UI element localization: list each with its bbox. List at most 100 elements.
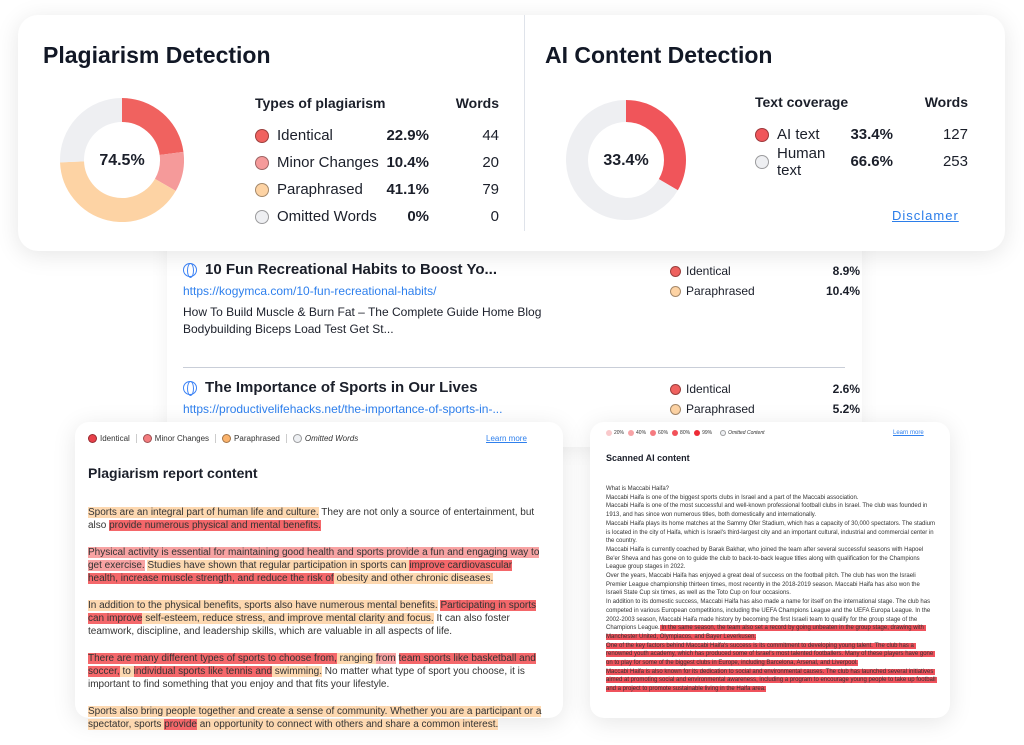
- row-words: 20: [482, 154, 499, 171]
- legend-label: 99%: [702, 430, 713, 436]
- source-title[interactable]: The Importance of Sports in Our Lives: [205, 379, 478, 396]
- report-paragraph: There are many different types of sports…: [88, 652, 543, 691]
- legend-item: Omitted Words: [292, 434, 364, 443]
- legend-label: 60%: [658, 430, 669, 436]
- source-title[interactable]: 10 Fun Recreational Habits to Boost Yo..…: [205, 261, 497, 278]
- legend-item: 99%: [694, 430, 712, 436]
- legend-item: Identical: [88, 434, 137, 443]
- legend-row: Human text 66.6% 253: [755, 145, 968, 179]
- row-pct: 10.4%: [386, 154, 429, 171]
- paraphrased-highlight: Sports are an integral part of human lif…: [88, 507, 319, 518]
- legend-label: 20%: [614, 430, 625, 436]
- plagiarism-score: 74.5%: [99, 152, 145, 169]
- ai-highlight: In the same season, the team also set a …: [606, 625, 938, 693]
- legend-dot-icon: [255, 182, 269, 197]
- text-segment: No matter what type of sport you choose,…: [88, 666, 525, 690]
- legend-row: Paraphrased 41.1% 79: [255, 176, 499, 203]
- donut-segment-ai-text: [625, 100, 686, 191]
- row-words: 44: [482, 127, 499, 144]
- legend-dot-icon: [222, 434, 232, 443]
- globe-icon: [183, 262, 197, 278]
- legend-dot-icon: [292, 434, 302, 443]
- paraphrased-highlight: to: [119, 666, 134, 677]
- identical-highlight: individual sports like tennis and: [133, 666, 273, 677]
- plagiarism-title: Plagiarism Detection: [43, 42, 271, 68]
- legend-dot-icon: [255, 155, 269, 170]
- legend-label: Paraphrased: [234, 434, 280, 443]
- ai-donut: [566, 100, 686, 220]
- scanned-content: What is Maccabi Haifa? Maccabi Haifa is …: [606, 485, 938, 694]
- identical-highlight: provide: [164, 719, 197, 730]
- ai-table: Text coverage Words AI text 33.4% 127 Human …: [755, 94, 968, 179]
- legend-row: Identical 22.9% 44: [255, 122, 499, 149]
- legend-item: Omitted Content: [720, 430, 764, 436]
- paraphrased-dot-icon: [670, 403, 681, 415]
- stat-pct: 8.9%: [832, 264, 860, 278]
- divider: [183, 367, 845, 368]
- source-url[interactable]: https://productivelifehacks.net/the-impo…: [183, 402, 503, 416]
- summary-card: Plagiarism Detection 74.5% Types of plag…: [18, 15, 1005, 251]
- source-stats: Identical 2.6% Paraphrased 5.2%: [670, 379, 860, 419]
- legend-label: Identical: [100, 434, 130, 443]
- globe-icon: [183, 380, 197, 396]
- ai-title: AI Content Detection: [545, 42, 773, 68]
- donut-segment-paraphrased: [60, 160, 176, 222]
- source-item[interactable]: The Importance of Sports in Our Lives ht…: [183, 379, 860, 416]
- row-pct: 41.1%: [386, 181, 429, 198]
- text-segment: They are not only a source of entertainm…: [88, 507, 535, 531]
- plagiarism-table: Types of plagiarism Words Identical 22.9% 4…: [255, 95, 499, 230]
- report-content: Sports are an integral part of human lif…: [88, 506, 543, 745]
- report-paragraph: Physical activity is essential for maint…: [88, 546, 543, 585]
- ai-legend: 20% 40% 60% 80% 99% Omitted Content: [606, 430, 768, 436]
- legend-label: Omitted Words: [304, 434, 359, 443]
- legend-label: 80%: [680, 430, 691, 436]
- legend-dot-icon: [255, 209, 269, 224]
- row-words: 253: [942, 153, 968, 170]
- stat-label: Paraphrased: [686, 402, 755, 416]
- paraphrased-highlight: obesity and other chronic diseases.: [333, 573, 494, 584]
- paraphrased-highlight: ranging: [336, 653, 376, 664]
- report-paragraph: Sports are an integral part of human lif…: [88, 506, 543, 532]
- identical-highlight: provide numerous physical and mental ben…: [109, 520, 321, 531]
- row-label: Identical: [277, 127, 333, 144]
- scanned-title: Scanned AI content: [606, 453, 690, 463]
- disclaimer-link[interactable]: Disclamer: [892, 208, 959, 223]
- legend-dot-icon: [720, 430, 727, 436]
- stat-pct: 10.4%: [825, 284, 860, 298]
- report-paragraph: Sports also bring people together and cr…: [88, 705, 543, 731]
- legend-dot-icon: [88, 434, 97, 443]
- donut-segment-identical: [121, 98, 184, 156]
- text-segment: What is Maccabi Haifa? Maccabi Haifa is …: [606, 486, 936, 632]
- stat-label: Paraphrased: [686, 284, 755, 298]
- row-label: AI text: [777, 126, 820, 143]
- legend-row: AI text 33.4% 127: [755, 121, 968, 148]
- identical-dot-icon: [670, 383, 681, 395]
- legend-dot-icon: [694, 430, 701, 436]
- paraphrased-highlight: an opportunity to connect with others an…: [196, 719, 499, 730]
- learn-more-link[interactable]: Learn more: [486, 434, 527, 443]
- legend-dot-icon: [255, 128, 269, 143]
- legend-item: 60%: [650, 430, 668, 436]
- stat-label: Identical: [686, 264, 731, 278]
- legend-item: 20%: [606, 430, 624, 436]
- row-pct: 66.6%: [850, 153, 893, 170]
- plagiarism-report-card: Identical Minor Changes Paraphrased Omitted…: [75, 422, 563, 730]
- source-item[interactable]: 10 Fun Recreational Habits to Boost Yo..…: [183, 261, 860, 338]
- legend-row: Minor Changes 10.4% 20: [255, 149, 499, 176]
- row-words: 127: [942, 126, 968, 143]
- stat-pct: 5.2%: [832, 402, 860, 416]
- legend-label: Omitted Content: [728, 430, 765, 436]
- paraphrased-highlight: In addition to the physical benefits, sp…: [88, 600, 438, 611]
- col-words: Words: [455, 95, 499, 111]
- learn-more-link[interactable]: Learn more: [893, 430, 924, 436]
- divider: [524, 15, 525, 231]
- legend-dot-icon: [628, 430, 635, 436]
- donut-segment-minor-changes: [154, 151, 184, 191]
- row-pct: 33.4%: [850, 126, 893, 143]
- row-label: Human text: [777, 144, 826, 179]
- identical-dot-icon: [670, 265, 681, 277]
- col-words: Words: [924, 94, 968, 110]
- legend-item: Paraphrased: [222, 434, 287, 443]
- source-url[interactable]: https://kogymca.com/10-fun-recreational-…: [183, 284, 437, 298]
- paraphrased-highlight: self-esteem, reduce stress, and improve …: [142, 613, 434, 624]
